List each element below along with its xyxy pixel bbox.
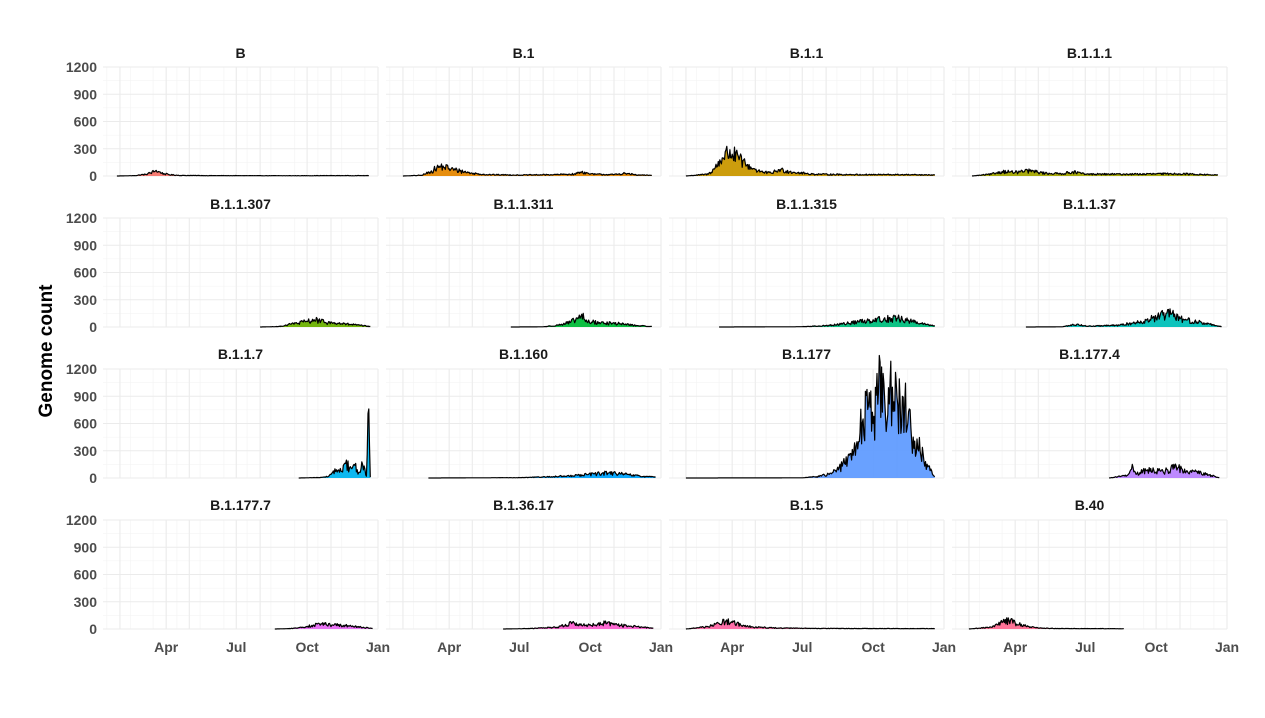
x-tick-label: Jul bbox=[226, 639, 246, 655]
y-tick-label: 0 bbox=[89, 621, 97, 637]
y-tick-label: 900 bbox=[74, 86, 98, 102]
x-tick-label: Apr bbox=[154, 639, 179, 655]
series-line bbox=[274, 622, 373, 630]
series-area bbox=[968, 617, 1124, 629]
series-area bbox=[685, 618, 935, 629]
y-tick-label: 300 bbox=[74, 443, 98, 459]
y-tick-label: 900 bbox=[74, 237, 98, 253]
y-tick-label: 1200 bbox=[66, 512, 97, 528]
y-axis-title: Genome count bbox=[36, 284, 57, 418]
series-line bbox=[685, 145, 936, 177]
series-area bbox=[503, 621, 654, 629]
series-area bbox=[685, 355, 935, 478]
y-tick-label: 1200 bbox=[66, 59, 97, 75]
facet-panel: B.1.1.315 bbox=[669, 196, 945, 328]
series-line bbox=[402, 163, 652, 177]
series-area bbox=[260, 317, 371, 327]
y-tick-label: 0 bbox=[89, 319, 97, 335]
facet-panel: B.1.177.4 bbox=[952, 346, 1228, 479]
panel-title: B.1.1.315 bbox=[776, 196, 837, 212]
y-tick-label: 1200 bbox=[66, 210, 97, 226]
x-tick-label: Jan bbox=[649, 639, 673, 655]
x-tick-label: Apr bbox=[720, 639, 745, 655]
panel-title: B.1.1.37 bbox=[1063, 196, 1116, 212]
panel-title: B.1.1.1 bbox=[1067, 45, 1112, 61]
y-tick-label: 900 bbox=[74, 388, 98, 404]
panel-title: B.1.160 bbox=[499, 346, 548, 362]
facet-panel: B.40 Apr Jul Oct Jan bbox=[952, 497, 1239, 655]
panel-title: B.40 bbox=[1075, 497, 1105, 513]
facet-panel: B.1 bbox=[386, 45, 662, 177]
facet-panels: B 0 300 600 900 1200 B.1 B.1.1 B.1.1.1 B.1.1.307 0… bbox=[66, 45, 1239, 655]
series-line bbox=[298, 408, 371, 479]
x-tick-label: Apr bbox=[437, 639, 462, 655]
x-tick-label: Jan bbox=[1215, 639, 1239, 655]
panel-title: B.1.1.7 bbox=[218, 346, 263, 362]
series-area bbox=[402, 164, 652, 176]
series-line bbox=[971, 168, 1219, 177]
facet-panel: B.1.1.7 0 300 600 900 1200 bbox=[66, 346, 379, 486]
facet-panel: B.1.177 bbox=[669, 346, 945, 479]
series-area bbox=[719, 315, 935, 327]
panel-title: B.1.1 bbox=[790, 45, 824, 61]
panel-title: B bbox=[235, 45, 245, 61]
series-line bbox=[510, 312, 652, 328]
x-tick-label: Oct bbox=[861, 639, 885, 655]
x-tick-label: Apr bbox=[1003, 639, 1028, 655]
panel-title: B.1.36.17 bbox=[493, 497, 554, 513]
x-tick-label: Jul bbox=[1075, 639, 1095, 655]
panel-title: B.1.177.7 bbox=[210, 497, 271, 513]
y-tick-label: 600 bbox=[74, 416, 98, 432]
x-tick-label: Oct bbox=[1144, 639, 1168, 655]
y-tick-label: 300 bbox=[74, 292, 98, 308]
series-line bbox=[968, 617, 1124, 630]
facet-panel: B 0 300 600 900 1200 bbox=[66, 45, 379, 184]
x-tick-label: Jan bbox=[366, 639, 390, 655]
panel-title: B.1.5 bbox=[790, 497, 824, 513]
series-line bbox=[428, 470, 656, 479]
facet-panel: B.1.160 bbox=[386, 346, 662, 479]
panel-title: B.1 bbox=[513, 45, 535, 61]
series-area bbox=[298, 409, 371, 478]
x-tick-label: Jul bbox=[509, 639, 529, 655]
x-tick-label: Jul bbox=[792, 639, 812, 655]
series-line bbox=[1109, 463, 1220, 479]
panel-title: B.1.177.4 bbox=[1059, 346, 1120, 362]
y-tick-label: 900 bbox=[74, 539, 98, 555]
y-tick-label: 600 bbox=[74, 567, 98, 583]
series-area bbox=[116, 170, 369, 176]
y-tick-label: 300 bbox=[74, 141, 98, 157]
series-line bbox=[503, 620, 654, 630]
facet-panel: B.1.177.7 0 300 600 900 1200 Apr Jul Oct Jan bbox=[66, 497, 390, 655]
y-tick-label: 0 bbox=[89, 168, 97, 184]
series-line bbox=[685, 354, 936, 479]
y-tick-label: 600 bbox=[74, 265, 98, 281]
y-tick-label: 600 bbox=[74, 114, 98, 130]
x-tick-label: Jan bbox=[932, 639, 956, 655]
series-line bbox=[719, 314, 936, 328]
panel-title: B.1.1.311 bbox=[494, 196, 554, 212]
facet-panel: B.1.1.37 bbox=[952, 196, 1228, 328]
series-line bbox=[116, 169, 369, 177]
facet-panel: B.1.5 Apr Jul Oct Jan bbox=[669, 497, 956, 655]
panel-title: B.1.1.307 bbox=[210, 196, 271, 212]
series-line bbox=[1025, 308, 1222, 328]
series-line bbox=[260, 316, 371, 328]
facet-panel: B.1.1.311 bbox=[386, 196, 662, 328]
series-area bbox=[510, 313, 652, 327]
x-tick-label: Oct bbox=[295, 639, 319, 655]
series-line bbox=[685, 618, 935, 630]
facet-panel: B.1.36.17 Apr Jul Oct Jan bbox=[386, 497, 673, 655]
panel-title: B.1.177 bbox=[782, 346, 831, 362]
series-area bbox=[274, 622, 373, 629]
y-tick-label: 1200 bbox=[66, 361, 97, 377]
facet-panel: B.1.1.1 bbox=[952, 45, 1228, 177]
facet-panel: B.1.1 bbox=[669, 45, 945, 177]
x-tick-label: Oct bbox=[578, 639, 602, 655]
y-tick-label: 300 bbox=[74, 594, 98, 610]
facet-panel: B.1.1.307 0 300 600 900 1200 bbox=[66, 196, 379, 335]
y-tick-label: 0 bbox=[89, 470, 97, 486]
